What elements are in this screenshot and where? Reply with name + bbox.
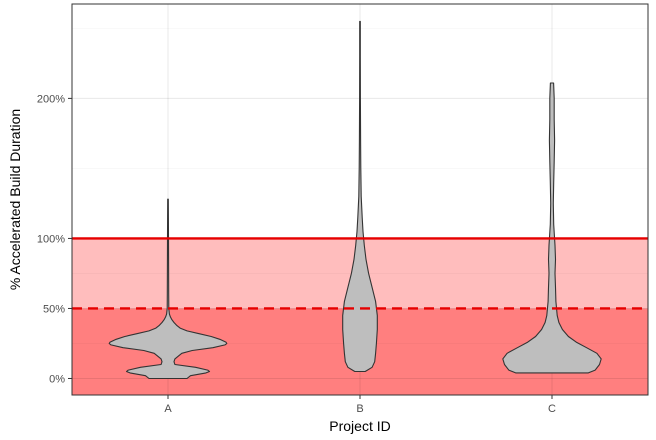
y-tick-label: 0% [49,373,65,385]
y-tick-label: 100% [37,233,65,245]
y-tick-label: 200% [37,93,65,105]
x-axis: A B C [164,395,556,415]
violin-B [342,20,378,373]
y-tick-label: 50% [43,303,65,315]
x-tick-label: C [548,403,556,415]
violin-A [108,198,228,380]
violin-C [502,82,602,374]
x-tick-label: B [356,403,363,415]
reference-lines-layer [72,237,648,310]
y-axis-title: % Accelerated Build Duration [7,109,23,290]
y-axis: 0% 50% 100% 200% [37,93,72,385]
x-tick-label: A [164,403,172,415]
violin-layer [108,20,602,380]
x-axis-title: Project ID [329,418,390,434]
